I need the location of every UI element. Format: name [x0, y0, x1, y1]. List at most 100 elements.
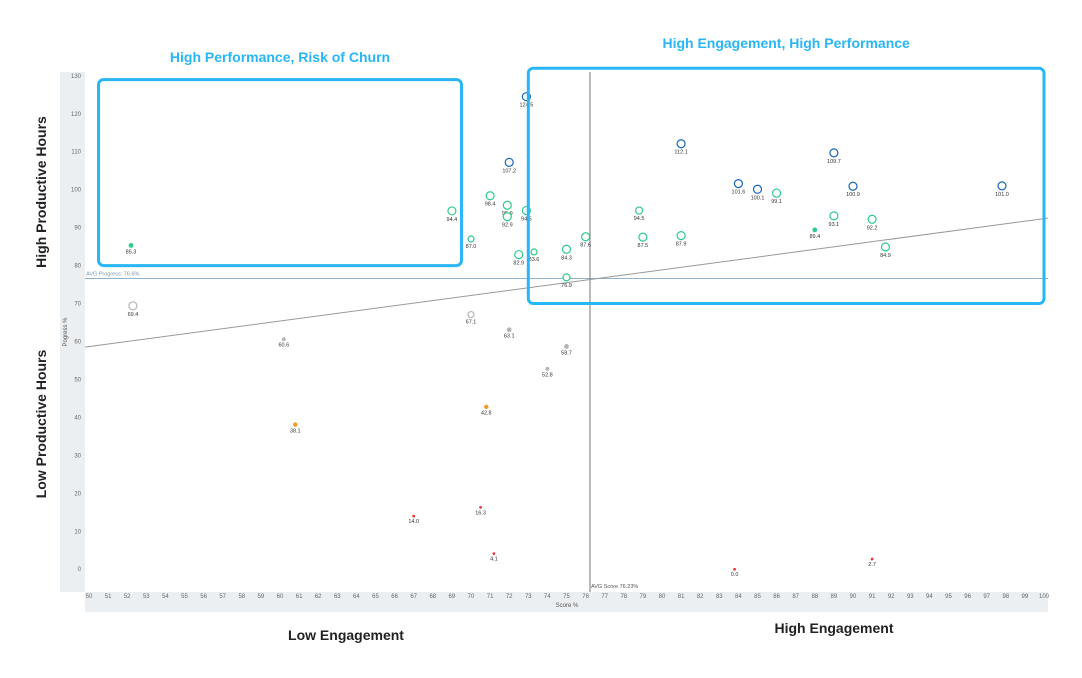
data-point	[502, 200, 512, 210]
data-label: 63.1	[504, 334, 515, 340]
data-label: 124.5	[520, 103, 534, 109]
x-tick-label: 82	[697, 594, 704, 600]
data-point	[562, 273, 571, 282]
data-label: 87.5	[638, 243, 649, 249]
data-point	[128, 301, 138, 311]
quadrant-title: High Engagement, High Performance	[662, 35, 910, 51]
data-point	[479, 505, 482, 509]
y-tick-label: 90	[74, 226, 81, 232]
x-tick-label: 75	[563, 594, 570, 600]
x-tick-label: 62	[315, 594, 322, 600]
x-tick-label: 64	[353, 594, 360, 600]
x-tick-label: 72	[506, 594, 513, 600]
y-tick-label: 30	[74, 453, 81, 459]
data-point	[530, 248, 538, 256]
x-axis-strip	[85, 592, 1048, 612]
data-point	[676, 139, 686, 149]
data-point	[564, 344, 569, 349]
x-tick-labels: 50 51 52 53 54 55 56 57 58 59 60 61 62 63 64 65 66 67 68 69…	[86, 594, 1050, 600]
data-point	[638, 232, 648, 242]
x-tick-label: 95	[945, 594, 952, 600]
data-point	[502, 212, 512, 222]
data-point	[829, 211, 839, 221]
x-tick-label: 86	[773, 594, 780, 600]
data-point	[506, 327, 512, 333]
y-axis-strip	[60, 72, 85, 592]
data-label: 100.1	[751, 195, 765, 201]
y-tick-label: 10	[74, 529, 81, 535]
data-points: 85.3 69.4 60.6 38.1 14.0 94.4 87.0 67.1 16.3 42.8…	[126, 92, 1009, 578]
plot-area	[85, 72, 1048, 592]
data-label: 85.3	[126, 249, 137, 255]
data-point	[128, 243, 134, 248]
x-tick-label: 77	[601, 594, 608, 600]
data-label: 98.4	[485, 202, 496, 208]
x-tick-label: 54	[162, 594, 169, 600]
data-point	[447, 206, 457, 216]
x-tick-label: 50	[86, 594, 93, 600]
x-tick-label: 78	[620, 594, 627, 600]
data-label: 109.7	[827, 159, 841, 165]
y-tick-label: 40	[74, 415, 81, 421]
data-point	[467, 235, 475, 243]
data-point	[281, 337, 286, 342]
x-tick-label: 56	[200, 594, 207, 600]
y-tick-label: 60	[74, 339, 81, 345]
x-tick-label: 97	[983, 594, 990, 600]
bottom-label-high-engagement: High Engagement	[774, 620, 893, 636]
data-point	[484, 404, 489, 409]
data-label: 42.8	[481, 411, 492, 417]
x-tick-label: 66	[391, 594, 398, 600]
x-tick-label: 53	[143, 594, 150, 600]
data-point	[485, 191, 495, 201]
quadrant-boxes: High Performance, Risk of Churn High Enga…	[97, 35, 1046, 306]
x-tick-label: 100	[1039, 594, 1050, 600]
data-label: 94.4	[447, 217, 458, 223]
x-tick-label: 85	[754, 594, 761, 600]
data-label: 14.0	[408, 519, 419, 525]
data-label: 4.1	[490, 557, 498, 563]
data-point	[733, 178, 744, 189]
data-point	[867, 214, 877, 224]
data-label: 89.4	[809, 234, 820, 240]
x-tick-label: 51	[105, 594, 112, 600]
data-label: 87.0	[466, 244, 477, 250]
data-label: 84.3	[561, 255, 572, 261]
x-tick-label: 59	[258, 594, 265, 600]
x-tick-label: 58	[238, 594, 245, 600]
x-axis-label: Score %	[556, 603, 579, 609]
x-tick-label: 87	[792, 594, 799, 600]
data-label: 52.8	[542, 372, 553, 378]
x-tick-label: 80	[659, 594, 666, 600]
data-label: 58.7	[561, 350, 572, 356]
data-point	[870, 557, 874, 561]
data-point	[293, 422, 298, 427]
y-tick-label: 100	[71, 188, 82, 194]
trend-line	[84, 217, 1049, 348]
data-point	[467, 310, 475, 319]
avg-score-label: AVG Score 76.23%	[591, 584, 638, 590]
x-tick-label: 83	[716, 594, 723, 600]
x-tick-label: 91	[869, 594, 876, 600]
x-tick-label: 71	[487, 594, 494, 600]
data-point	[504, 157, 514, 167]
x-tick-label: 55	[181, 594, 188, 600]
x-tick-label: 92	[888, 594, 895, 600]
x-tick-label: 73	[525, 594, 532, 600]
data-label: 112.1	[674, 150, 687, 156]
data-label: 83.6	[529, 257, 540, 263]
x-tick-label: 84	[735, 594, 742, 600]
data-point	[771, 188, 782, 198]
quadrant-title: High Performance, Risk of Churn	[170, 49, 390, 65]
x-tick-label: 61	[296, 594, 303, 600]
x-tick-label: 57	[219, 594, 226, 600]
data-point	[880, 242, 891, 252]
x-tick-label: 90	[850, 594, 857, 600]
x-tick-label: 63	[334, 594, 341, 600]
y-tick-label: 110	[71, 150, 81, 156]
x-tick-label: 60	[277, 594, 284, 600]
data-label: 94.5	[634, 216, 645, 222]
x-tick-label: 52	[124, 594, 131, 600]
data-point	[561, 244, 572, 254]
x-tick-label: 99	[1022, 594, 1029, 600]
